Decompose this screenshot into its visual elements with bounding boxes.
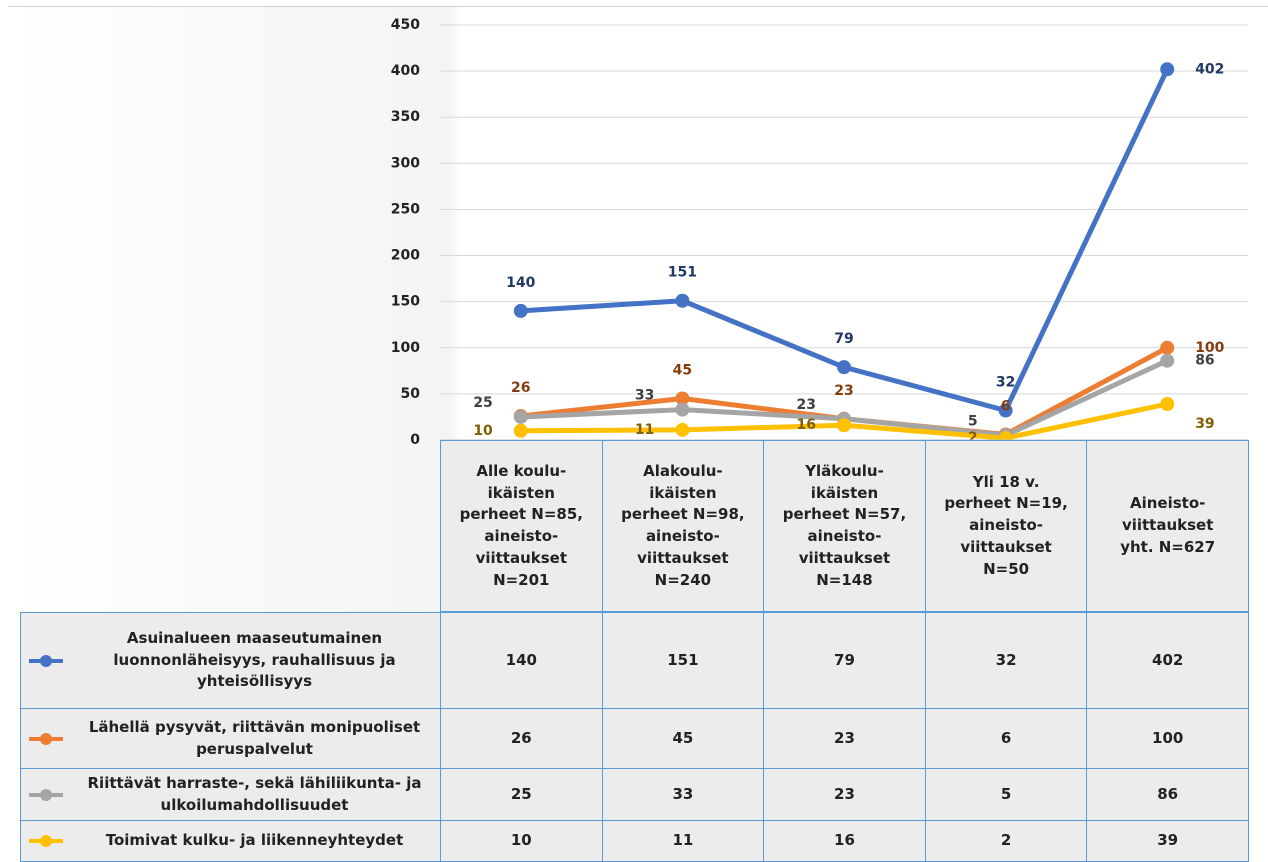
data-label: 11 — [635, 422, 654, 438]
y-tick-label: 350 — [391, 109, 420, 125]
y-tick-label: 250 — [391, 201, 420, 217]
data-point — [837, 418, 851, 433]
legend-key — [29, 654, 63, 667]
data-label: 25 — [473, 395, 492, 411]
legend-key — [29, 835, 63, 847]
data-label: 33 — [635, 388, 654, 404]
data-point — [513, 409, 528, 424]
data-label: 2 — [968, 430, 978, 446]
data-label: 23 — [834, 383, 853, 399]
y-tick-label: 150 — [391, 294, 420, 310]
x-tick-label: Alle koulu- ikäisten perheet N=85, ainei… — [440, 440, 603, 612]
table-value: 79 — [763, 612, 926, 709]
data-point — [675, 391, 690, 406]
legend-label: Asuinalueen maaseutumainen luonnonläheis… — [113, 628, 396, 691]
data-point — [1160, 397, 1175, 412]
table-value: 45 — [601, 708, 765, 769]
y-tick-label: 450 — [391, 17, 420, 33]
data-point — [675, 293, 690, 308]
legend-key — [29, 788, 63, 801]
table-value: 11 — [601, 820, 765, 862]
data-point — [837, 360, 851, 375]
y-tick-label: 200 — [391, 248, 420, 264]
data-point — [675, 402, 690, 417]
data-label: 100 — [1195, 340, 1224, 356]
x-tick-label: Yli 18 v. perheet N=19, aineisto- viitta… — [924, 440, 1088, 612]
data-label: 10 — [473, 423, 493, 439]
legend-entry: Asuinalueen maaseutumainen luonnonläheis… — [20, 612, 441, 709]
table-value: 5 — [924, 768, 1088, 821]
data-point — [1160, 340, 1175, 355]
table-value: 151 — [601, 612, 765, 709]
y-tick-label: 0 — [410, 432, 420, 448]
data-label: 402 — [1195, 61, 1224, 77]
legend-key — [29, 732, 63, 745]
legend-entry: Toimivat kulku- ja liikenneyhteydet — [20, 820, 441, 862]
table-value: 16 — [763, 820, 926, 862]
data-label: 23 — [797, 397, 816, 413]
data-point — [998, 403, 1013, 418]
data-label: 86 — [1195, 353, 1214, 369]
legend-label: Toimivat kulku- ja liikenneyhteydet — [105, 831, 404, 850]
table-value: 6 — [924, 708, 1088, 769]
table-value: 140 — [440, 612, 603, 709]
data-point — [513, 423, 528, 438]
data-label: 79 — [834, 331, 853, 347]
y-tick-label: 50 — [401, 386, 421, 402]
data-point — [675, 422, 690, 437]
y-tick-label: 100 — [391, 340, 420, 356]
series-line — [520, 68, 1170, 413]
data-point — [1160, 62, 1175, 77]
table-value: 23 — [763, 768, 926, 821]
table-value: 25 — [440, 768, 603, 821]
x-tick-label: Alakoulu- ikäisten perheet N=98, aineist… — [601, 440, 765, 612]
data-label: 6 — [1001, 398, 1011, 414]
x-tick-label: Yläkoulu- ikäisten perheet N=57, aineist… — [763, 440, 926, 612]
table-value: 33 — [601, 768, 765, 821]
table-value: 39 — [1086, 820, 1249, 862]
y-tick-label: 300 — [391, 155, 420, 171]
legend-entry: Lähellä pysyvät, riittävän monipuoliset … — [20, 708, 441, 769]
table-value: 100 — [1086, 708, 1249, 769]
table-value: 10 — [440, 820, 603, 862]
y-tick-label: 400 — [391, 63, 420, 79]
data-label: 39 — [1195, 416, 1214, 432]
x-tick-label: Aineisto- viittaukset yht. N=627 — [1086, 440, 1249, 612]
data-point — [1160, 353, 1175, 368]
table-value: 26 — [440, 708, 603, 769]
legend-entry: Riittävät harraste-, sekä lähiliikunta- … — [20, 768, 441, 821]
data-point — [513, 303, 528, 318]
data-label: 32 — [996, 374, 1015, 390]
data-label: 5 — [968, 413, 978, 429]
table-value: 86 — [1086, 768, 1249, 821]
data-label: 151 — [668, 265, 697, 281]
data-label: 16 — [797, 417, 816, 433]
table-value: 402 — [1086, 612, 1249, 709]
legend-label: Riittävät harraste-, sekä lähiliikunta- … — [87, 773, 422, 814]
data-label: 45 — [673, 363, 692, 379]
data-label: 140 — [506, 275, 535, 291]
table-value: 23 — [763, 708, 926, 769]
legend-label: Lähellä pysyvät, riittävän monipuoliset … — [88, 717, 421, 758]
data-label: 26 — [511, 380, 530, 396]
table-value: 32 — [924, 612, 1088, 709]
table-value: 2 — [924, 820, 1088, 862]
